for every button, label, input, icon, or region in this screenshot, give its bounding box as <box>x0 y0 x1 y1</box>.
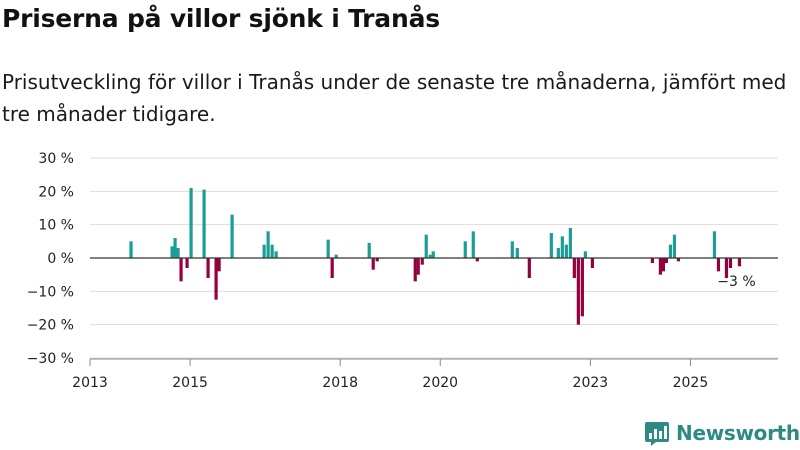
bar <box>576 258 580 325</box>
bar <box>420 258 424 265</box>
bar-series <box>129 188 742 325</box>
bar <box>724 258 729 278</box>
bar <box>590 258 594 268</box>
bar <box>189 188 193 258</box>
bar <box>266 231 270 258</box>
bar <box>556 248 560 258</box>
bar <box>330 258 334 278</box>
bar <box>413 258 417 282</box>
bar <box>564 244 568 258</box>
brand-name: Newsworthy <box>676 421 800 445</box>
bar <box>737 258 742 267</box>
bar <box>583 251 587 258</box>
y-tick-label: 20 % <box>38 184 74 200</box>
last-value-annotation: −3 % <box>717 274 755 290</box>
bar <box>712 231 717 258</box>
y-tick-label: 0 % <box>47 251 74 267</box>
bar <box>371 258 375 270</box>
newsworthy-logo-icon <box>645 422 669 446</box>
bar <box>375 258 379 262</box>
bar <box>424 234 428 258</box>
bar <box>173 238 177 258</box>
bar <box>428 254 432 258</box>
y-tick-label: 10 % <box>38 218 74 234</box>
bar <box>661 258 666 272</box>
bar <box>676 258 681 262</box>
chart-title: Priserna på villor sjönk i Tranås <box>2 4 440 33</box>
bar <box>560 236 564 258</box>
bar <box>170 246 174 258</box>
bar <box>463 241 467 258</box>
bar <box>475 258 479 262</box>
bar <box>664 258 669 263</box>
x-tick-label: 2023 <box>573 375 609 391</box>
bar <box>214 258 218 300</box>
x-tick-label: 2020 <box>422 375 458 391</box>
bar <box>572 258 576 278</box>
bar <box>416 258 420 275</box>
bar <box>274 251 278 258</box>
x-tick-label: 2018 <box>322 375 358 391</box>
brand-logo: Newsworthy <box>644 418 800 448</box>
bar <box>206 258 210 278</box>
bar <box>431 251 435 258</box>
bar <box>334 254 338 258</box>
x-tick-label: 2015 <box>172 375 208 391</box>
bar <box>515 248 519 258</box>
x-tick-label: 2013 <box>72 375 108 391</box>
bar <box>270 244 274 258</box>
bar <box>716 258 721 272</box>
bar <box>471 231 475 258</box>
bar <box>580 258 584 317</box>
chart-subtitle: Prisutveckling för villor i Tranås under… <box>2 70 787 126</box>
y-tick-label: −20 % <box>27 318 74 334</box>
bar <box>568 228 572 258</box>
bar <box>326 239 330 258</box>
bar <box>650 258 655 263</box>
x-axis: 2013 2015 2018 2020 2023 2025 <box>72 358 778 391</box>
y-tick-label: −30 % <box>27 351 74 367</box>
bar <box>549 233 553 258</box>
y-axis-ticks: 30 % 20 % 10 % 0 % −10 % −20 % −30 % <box>27 151 74 367</box>
bar <box>230 214 234 258</box>
bar <box>367 243 371 258</box>
bar <box>176 248 180 258</box>
x-tick-label: 2025 <box>673 375 709 391</box>
y-tick-label: −10 % <box>27 284 74 300</box>
bar <box>217 258 221 272</box>
bar <box>668 244 673 258</box>
bar <box>262 244 266 258</box>
y-tick-label: 30 % <box>38 151 74 167</box>
bar <box>728 258 733 268</box>
bar <box>129 241 133 258</box>
bar <box>510 241 514 258</box>
bar <box>179 258 183 282</box>
bar <box>527 258 531 278</box>
bar <box>202 189 206 258</box>
bar <box>185 258 189 268</box>
bar <box>672 234 677 258</box>
bar <box>658 258 663 275</box>
